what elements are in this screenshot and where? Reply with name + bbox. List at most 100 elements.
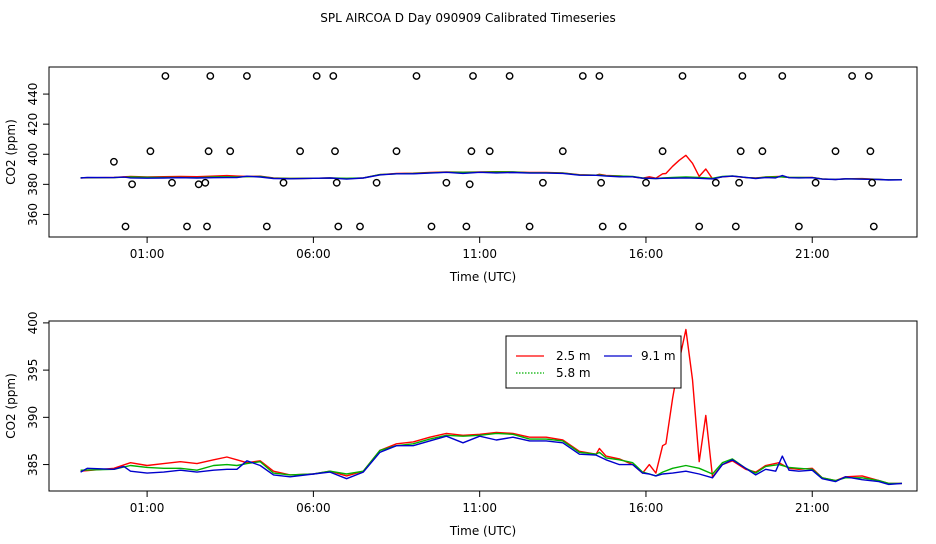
bot-x-tick-label: 01:00: [130, 501, 165, 515]
top-data-point: [168, 178, 176, 187]
top-data-point: [412, 72, 421, 80]
bottom-series-lines: [80, 328, 903, 486]
top-data-point: [469, 72, 477, 80]
bottom-series-5-8-m: [80, 432, 902, 485]
top-data-point: [678, 72, 687, 80]
top-data-point: [869, 222, 878, 231]
top-data-point: [578, 72, 587, 80]
top-data-point: [658, 147, 667, 156]
top-plot-frame: [48, 66, 918, 238]
top-data-point: [161, 72, 170, 80]
top-data-point: [356, 222, 364, 231]
top-data-point: [831, 147, 840, 156]
top-data-point: [226, 147, 235, 156]
top-data-point: [462, 222, 471, 231]
top-data-point: [242, 72, 251, 80]
top-data-point: [736, 147, 745, 156]
top-x-tick-label: 01:00: [130, 247, 165, 261]
bot-x-tick-label: 16:00: [629, 501, 664, 515]
bottom-y-axis-label: CO2 (ppm): [4, 373, 18, 439]
top-data-point: [758, 147, 767, 156]
bot-x-tick-label: 11:00: [462, 501, 497, 515]
top-data-point: [121, 222, 130, 231]
top-data-point: [206, 72, 215, 80]
top-data-point: [203, 222, 211, 231]
top-data-point: [642, 178, 650, 187]
top-data-point: [731, 222, 740, 231]
top-data-point: [866, 147, 875, 156]
top-data-point: [312, 72, 321, 80]
top-y-tick-label: 400: [26, 143, 40, 166]
legend-box: [505, 335, 682, 389]
top-data-point: [332, 178, 341, 187]
top-x-tick-label: 21:00: [795, 247, 830, 261]
top-data-point: [735, 178, 743, 187]
top-data-point: [201, 178, 210, 187]
top-data-point: [598, 222, 607, 231]
top-data-point: [558, 147, 567, 156]
legend-label-2-5m: 2.5 m: [556, 349, 591, 363]
top-data-point: [183, 222, 191, 231]
top-data-point: [334, 222, 343, 231]
bottom-x-axis-label: Time (UTC): [449, 524, 516, 538]
bottom-series-9-1-m: [80, 435, 903, 486]
top-data-point: [427, 222, 436, 231]
top-y-tick-label: 380: [26, 173, 40, 196]
top-y-tick-label: 420: [26, 113, 40, 136]
legend-label-9-1m: 9.1 m: [641, 349, 676, 363]
bot-x-tick-label: 06:00: [296, 501, 331, 515]
top-data-point: [868, 178, 876, 187]
top-data-point: [505, 72, 514, 80]
top-x-tick-label: 11:00: [462, 247, 497, 261]
top-x-axis: 01:00 06:00 11:00 16:00 21:00: [130, 237, 830, 261]
top-x-tick-label: 06:00: [296, 247, 331, 261]
top-data-point: [110, 157, 118, 166]
top-data-point: [279, 178, 288, 187]
top-data-point: [329, 72, 338, 80]
top-data-point: [848, 72, 856, 80]
bottom-plot-frame: [48, 320, 918, 492]
top-data-point: [467, 147, 476, 156]
top-data-point: [465, 180, 474, 189]
top-data-point: [331, 147, 339, 156]
top-data-point: [864, 72, 873, 80]
top-data-point: [597, 178, 605, 187]
bottom-y-axis: 385 390 395 400: [26, 311, 49, 476]
top-data-point: [795, 222, 803, 231]
top-data-point: [525, 222, 534, 231]
bottom-x-axis: 01:00 06:00 11:00 16:00 21:00: [130, 491, 830, 515]
chart-title: SPL AIRCOA D Day 090909 Calibrated Times…: [320, 11, 615, 25]
top-panel: 360 380 400 420 440 01:00 06:00 11:00 16:00 21:0…: [4, 66, 918, 284]
top-y-tick-label: 440: [26, 83, 40, 106]
top-data-point: [262, 222, 271, 231]
bottom-series-2-5-m: [80, 328, 902, 485]
top-data-point: [146, 147, 155, 156]
legend: 2.5 m 9.1 m 5.8 m: [505, 335, 682, 389]
top-data-point: [695, 222, 704, 231]
bot-x-tick-label: 21:00: [795, 501, 830, 515]
top-data-point: [811, 178, 820, 187]
top-data-point: [618, 222, 627, 231]
legend-label-5-8m: 5.8 m: [556, 366, 591, 380]
top-data-point: [595, 72, 604, 80]
top-data-point: [372, 178, 381, 187]
bottom-panel: 385 390 395 400 01:00 06:00 11:00 16:00 21:00 T…: [4, 311, 918, 538]
top-y-tick-label: 360: [26, 203, 40, 226]
bot-y-tick-label: 400: [26, 311, 40, 334]
bot-y-tick-label: 395: [26, 359, 40, 382]
top-data-point: [194, 180, 203, 189]
top-series-9-1-m: [80, 171, 903, 181]
top-data-point: [539, 178, 547, 187]
top-series-lines: [80, 154, 903, 181]
top-data-point: [711, 178, 720, 187]
top-data-point: [128, 180, 137, 189]
top-data-point: [392, 147, 401, 156]
top-scatter-points: [110, 72, 878, 231]
top-y-axis-label: CO2 (ppm): [4, 119, 18, 185]
bot-y-tick-label: 390: [26, 406, 40, 429]
bot-y-tick-label: 385: [26, 453, 40, 476]
top-data-point: [204, 147, 213, 156]
top-y-axis: 360 380 400 420 440: [26, 83, 49, 226]
top-x-axis-label: Time (UTC): [449, 270, 516, 284]
